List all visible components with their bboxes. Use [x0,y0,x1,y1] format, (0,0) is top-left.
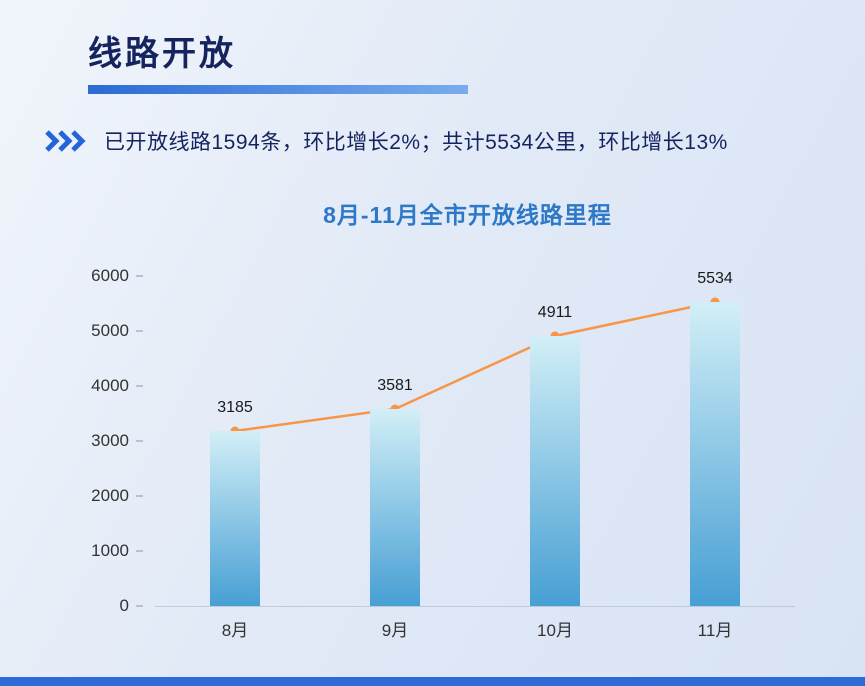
bar-8月 [210,431,260,606]
y-tick-label: 3000 [91,431,129,450]
x-axis: 8月 9月 10月 11月 [155,616,795,640]
bar-9月 [370,409,420,606]
title-underline [88,85,468,94]
bottom-accent-bar [0,677,865,686]
x-tick-label: 9月 [381,621,409,640]
y-tick-label: 1000 [91,541,129,560]
bar-11月 [690,302,740,606]
y-tick-label: 2000 [91,486,129,505]
y-tick-mark [136,385,143,387]
y-axis: 0 1000 2000 3000 4000 5000 6000 [85,267,143,615]
header: 线路开放 [88,0,865,94]
triple-chevron-icon [44,129,90,153]
y-tick-mark [136,495,143,497]
summary-text: 已开放线路1594条，环比增长2%；共计5534公里，环比增长13% [104,131,728,154]
bar-value-label: 3185 [217,399,253,416]
combo-chart: 0 1000 2000 3000 4000 5000 6000 3185 3581 4911 55… [85,267,825,656]
y-tick-mark [136,440,143,442]
y-tick-mark [136,275,143,277]
bar-value-label: 3581 [377,377,413,394]
y-tick-label: 6000 [91,266,129,285]
chart-title: 8月-11月全市开放线路里程 [323,202,612,228]
summary-row: 已开放线路1594条，环比增长2%；共计5534公里，环比增长13% [44,126,865,156]
bar-10月 [530,336,580,606]
y-tick-label: 5000 [91,321,129,340]
x-tick-label: 8月 [221,621,249,640]
x-tick-label: 10月 [537,621,573,640]
y-tick-label: 0 [119,596,129,615]
bar-value-label: 4911 [537,304,573,321]
page-title: 线路开放 [88,35,236,73]
y-tick-label: 4000 [91,376,129,395]
y-tick-mark [136,330,143,332]
y-tick-mark [136,605,143,607]
bar-value-label: 5534 [697,270,733,287]
plot-area: 3185 3581 4911 5534 [155,270,795,607]
x-tick-label: 11月 [697,621,733,640]
y-tick-mark [136,550,143,552]
